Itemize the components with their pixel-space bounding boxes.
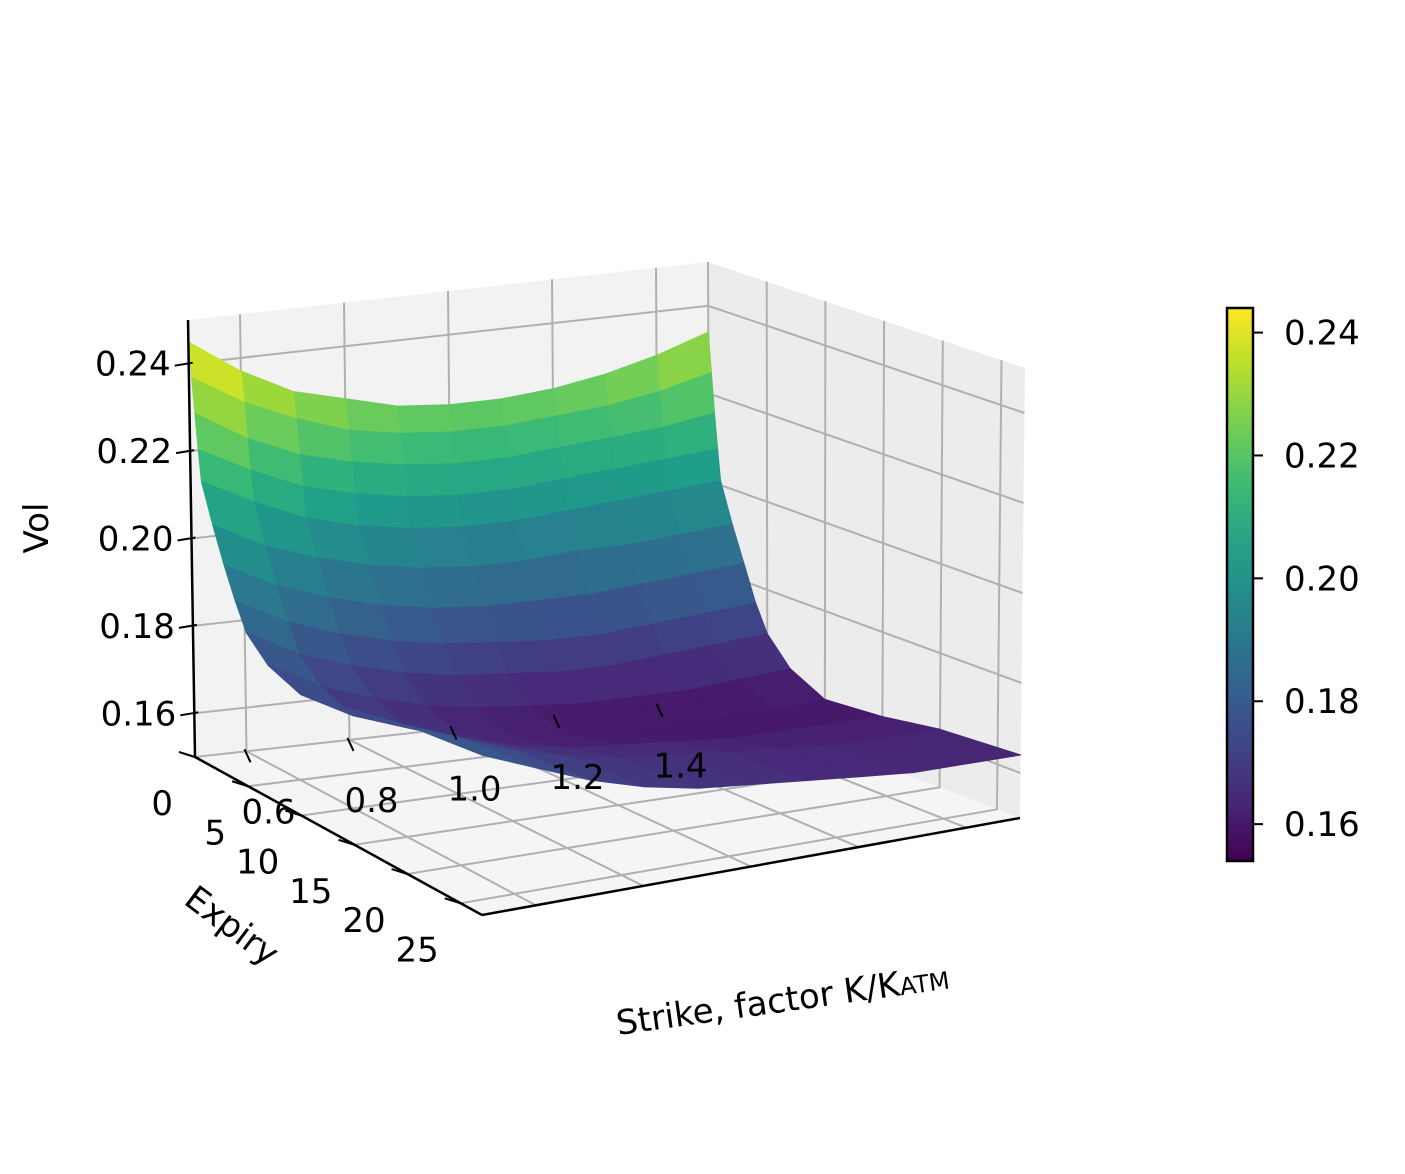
surface-patch <box>347 429 404 466</box>
colorbar-tick-label: 0.18 <box>1284 682 1360 722</box>
vol-surface <box>187 331 1022 789</box>
y-tick-mark <box>444 897 465 906</box>
x-tick-label: 0.8 <box>344 781 398 821</box>
y-tick-label: 5 <box>205 813 227 853</box>
x-tick-label: 1.0 <box>447 770 501 810</box>
y-axis-line <box>194 755 483 917</box>
z-tick-label: 0.16 <box>101 694 177 734</box>
z-tick-mark <box>177 536 196 542</box>
colorbar-tick-label: 0.22 <box>1284 436 1360 476</box>
z-tick-mark <box>174 361 193 367</box>
x-tick-mark <box>346 737 355 752</box>
surface-patch <box>399 431 456 466</box>
x-axis-label-main: Strike, factor K/K <box>614 964 904 1044</box>
x-axis-label-subscript: ATM <box>898 966 951 1001</box>
x-tick-mark <box>243 748 252 763</box>
z-tick-label: 0.24 <box>95 345 171 385</box>
surface-patch <box>403 463 459 498</box>
colorbar-tick-label: 0.24 <box>1284 314 1360 354</box>
y-tick-mark <box>284 809 305 818</box>
surface-patch <box>406 494 463 530</box>
y-tick-label: 20 <box>342 901 385 941</box>
surface-patch <box>351 461 408 498</box>
z-tick-mark <box>178 623 198 629</box>
y-tick-mark <box>178 751 199 759</box>
y-tick-label: 25 <box>395 930 438 970</box>
y-tick-mark <box>338 838 358 847</box>
colorbar-tick-label: 0.16 <box>1284 805 1360 845</box>
x-tick-mark <box>552 714 561 729</box>
z-tick-mark <box>175 449 195 455</box>
grid-line-y <box>460 360 1003 905</box>
colorbar: 0.16 0.18 0.20 0.22 0.24 <box>1225 306 1360 863</box>
z-tick-label: 0.22 <box>96 432 172 472</box>
colorbar-tick-label: 0.20 <box>1284 559 1360 599</box>
z-tick-mark <box>180 711 199 717</box>
grid-line-y <box>407 340 944 875</box>
y-axis-label: Expiry <box>177 878 286 974</box>
x-axis-line <box>481 816 1021 917</box>
surface-patch <box>458 489 514 528</box>
y-tick-label: 0 <box>151 784 173 824</box>
z-tick-label: 0.20 <box>98 520 174 560</box>
z-axis-label: Vol <box>17 503 57 554</box>
y-tick-mark <box>231 780 252 789</box>
surface-patch <box>407 725 538 769</box>
x-tick-label: 0.6 <box>241 792 295 832</box>
y-tick-label: 15 <box>289 872 332 912</box>
x-tick-label: 1.2 <box>550 758 604 798</box>
z-tick-label: 0.18 <box>99 607 175 647</box>
x-tick-mark <box>449 726 458 740</box>
x-tick-label: 1.4 <box>653 747 707 787</box>
colorbar-gradient <box>1225 306 1255 863</box>
y-tick-label: 10 <box>236 843 279 883</box>
surface-patch <box>451 425 508 465</box>
y-tick-mark <box>391 868 411 876</box>
surface-patch <box>454 457 511 496</box>
x-axis-label: Strike, factor K/KATM <box>614 958 952 1044</box>
surface-patch <box>396 404 453 434</box>
x-tick-mark <box>655 703 664 718</box>
surface-patch <box>354 493 411 530</box>
